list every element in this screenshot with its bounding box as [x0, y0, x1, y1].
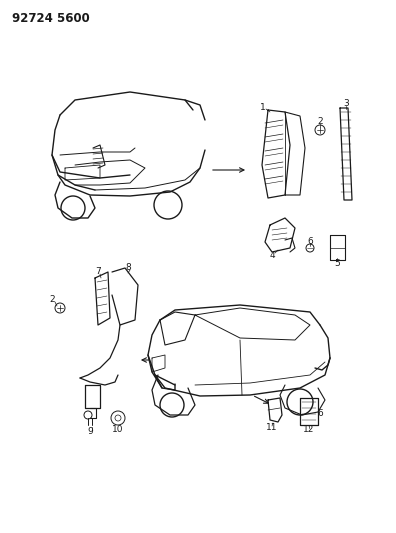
Text: 11: 11: [266, 424, 278, 432]
Text: 12: 12: [303, 425, 315, 434]
Text: 6: 6: [317, 408, 323, 417]
Text: 8: 8: [125, 263, 131, 272]
Text: 3: 3: [343, 100, 349, 109]
Text: 9: 9: [87, 427, 93, 437]
Text: 2: 2: [317, 117, 323, 126]
Text: 92724 5600: 92724 5600: [12, 12, 90, 25]
Text: 5: 5: [334, 259, 340, 268]
Text: 6: 6: [307, 237, 313, 246]
Text: 10: 10: [112, 425, 124, 434]
Text: 2: 2: [49, 295, 55, 304]
Text: 7: 7: [95, 268, 101, 277]
Text: 1: 1: [260, 102, 266, 111]
Text: 4: 4: [269, 251, 275, 260]
